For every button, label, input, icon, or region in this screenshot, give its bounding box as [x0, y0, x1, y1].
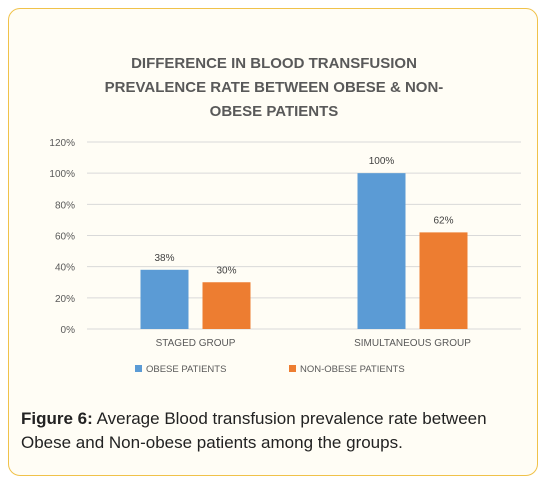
legend-swatch: [289, 365, 296, 372]
x-category-label: STAGED GROUP: [156, 338, 236, 349]
bar: [140, 269, 189, 329]
bar-data-label: 38%: [154, 253, 174, 264]
chart-title-line: OBESE PATIENTS: [210, 103, 339, 120]
y-tick-label: 40%: [55, 263, 75, 274]
legend-label: NON-OBESE PATIENTS: [300, 364, 405, 375]
bar: [419, 232, 468, 329]
y-tick-label: 20%: [55, 294, 75, 305]
caption-text: Average Blood transfusion prevalence rat…: [21, 409, 487, 452]
legend-label: OBESE PATIENTS: [146, 364, 226, 375]
y-tick-label: 100%: [49, 169, 75, 180]
legend-swatch: [135, 365, 142, 372]
x-category-label: SIMULTANEOUS GROUP: [354, 338, 471, 349]
bar: [357, 173, 406, 329]
bar-data-label: 62%: [433, 215, 453, 226]
bar-chart: DIFFERENCE IN BLOOD TRANSFUSION PREVALENC…: [49, 55, 521, 375]
y-tick-label: 60%: [55, 232, 75, 243]
figure-caption: Figure 6: Average Blood transfusion prev…: [21, 407, 531, 455]
y-tick-label: 80%: [55, 200, 75, 211]
chart-area: DIFFERENCE IN BLOOD TRANSFUSION PREVALENC…: [17, 47, 531, 387]
bar-data-label: 100%: [369, 156, 395, 167]
figure-frame: DIFFERENCE IN BLOOD TRANSFUSION PREVALENC…: [8, 8, 538, 476]
y-tick-label: 0%: [61, 325, 76, 336]
chart-title-line: PREVALENCE RATE BETWEEN OBESE & NON-: [105, 79, 444, 96]
bar: [202, 282, 251, 329]
bar-data-label: 30%: [216, 265, 236, 276]
caption-label: Figure 6:: [21, 409, 93, 428]
y-tick-label: 120%: [49, 138, 75, 149]
chart-title-line: DIFFERENCE IN BLOOD TRANSFUSION: [131, 55, 417, 72]
